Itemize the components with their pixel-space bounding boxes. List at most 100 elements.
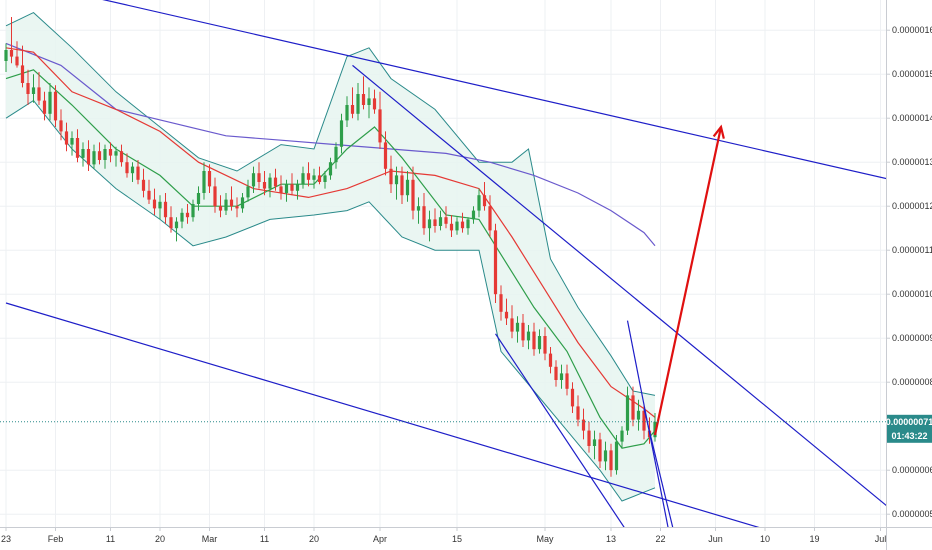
candle-up: [427, 210, 432, 242]
candle-down: [631, 386, 635, 427]
x-tick-label: 23: [1, 534, 11, 544]
candle-up: [466, 217, 470, 235]
candle-body: [213, 186, 217, 207]
candle-body: [279, 186, 283, 193]
candle-body: [603, 450, 608, 462]
candle-up: [224, 193, 228, 215]
candle-down: [598, 432, 602, 468]
candle-body: [323, 175, 327, 182]
candle-body: [334, 146, 338, 163]
candle-body: [295, 184, 300, 191]
candle-down: [581, 408, 586, 440]
candle-up: [180, 208, 184, 229]
candle-body: [37, 87, 41, 101]
candle-body: [246, 186, 250, 198]
candle-body: [570, 388, 575, 407]
candle-body: [86, 149, 91, 165]
candle-body: [174, 221, 179, 229]
candle-down: [444, 206, 448, 229]
candle-down: [383, 131, 388, 176]
candle-up: [301, 166, 305, 189]
candle-up: [268, 173, 272, 198]
candle-up: [438, 210, 443, 231]
candle-body: [614, 441, 619, 471]
candle-up: [620, 426, 624, 449]
candle-body: [257, 173, 261, 182]
candle-down: [411, 166, 415, 220]
x-tick-label: Jun: [708, 534, 723, 544]
candle-body: [31, 87, 36, 94]
candle-body: [207, 171, 212, 187]
candle-up: [356, 83, 360, 121]
candle-up: [246, 179, 250, 202]
candle-body: [565, 373, 569, 389]
candle-down: [26, 69, 30, 105]
candle-down: [125, 153, 129, 178]
candle-down: [86, 140, 91, 171]
candle-body: [389, 168, 393, 185]
candle-body: [169, 217, 173, 229]
candle-body: [317, 175, 322, 182]
candle-up: [416, 197, 421, 224]
candle-body: [75, 138, 80, 158]
candle-body: [268, 177, 272, 189]
candle-body: [620, 430, 624, 442]
candle-body: [510, 318, 514, 332]
candle-down: [433, 208, 437, 233]
candle-up: [345, 96, 349, 127]
candle-up: [4, 43, 8, 72]
candle-body: [103, 149, 107, 160]
candle-body: [20, 65, 25, 83]
x-tick-label: 22: [655, 534, 665, 544]
candle-body: [383, 142, 388, 169]
x-tick-label: 11: [260, 534, 269, 544]
x-tick-label: Feb: [48, 534, 64, 544]
candle-up: [323, 171, 327, 189]
candle-down: [532, 322, 536, 356]
candle-body: [273, 177, 278, 187]
candle-up: [526, 325, 531, 350]
candle-body: [339, 120, 344, 147]
candle-down: [64, 122, 69, 152]
candle-down: [361, 76, 366, 110]
candle-body: [642, 410, 646, 431]
y-tick-label: 0.00000080: [892, 377, 932, 387]
candle-up: [339, 113, 344, 154]
candle-body: [543, 336, 547, 354]
bollinger-lower-line: [5, 99, 656, 502]
candle-body: [422, 206, 426, 229]
candle-up: [48, 83, 52, 121]
candle-down: [609, 443, 613, 477]
candle-down: [257, 162, 261, 189]
candle-body: [130, 166, 135, 174]
candle-body: [26, 83, 30, 94]
candle-up: [455, 217, 459, 235]
candle-body: [482, 195, 487, 207]
candle-up: [334, 142, 338, 169]
candle-body: [477, 195, 481, 211]
trendline: [352, 64, 886, 507]
candle-down: [576, 395, 580, 427]
candle-body: [306, 173, 311, 180]
ma-slow-line: [5, 42, 656, 247]
candle-down: [565, 364, 569, 396]
candle-down: [163, 193, 168, 224]
y-tick-label: 0.00000150: [892, 69, 932, 79]
candle-up: [603, 441, 608, 471]
candles: [4, 17, 657, 477]
candle-down: [229, 186, 234, 211]
candle-body: [548, 353, 553, 367]
ma-fast-line: [5, 69, 656, 449]
candle-body: [587, 430, 591, 446]
candle-up: [625, 386, 630, 435]
trendline: [643, 408, 674, 527]
candle-up: [537, 329, 542, 354]
candle-body: [631, 395, 635, 420]
candle-up: [191, 199, 195, 222]
candle-body: [394, 175, 399, 185]
candle-down: [488, 195, 492, 237]
candle-up: [92, 144, 96, 169]
candle-body: [455, 221, 459, 231]
